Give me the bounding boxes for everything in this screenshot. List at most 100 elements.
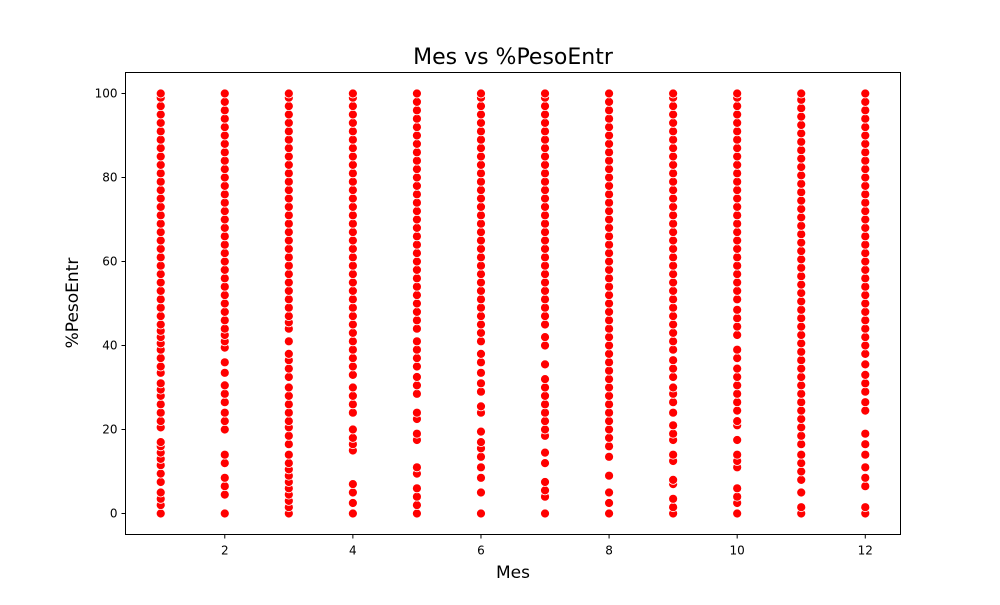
scatter-point (540, 359, 550, 370)
scatter-point (283, 176, 294, 187)
scatter-point (668, 185, 679, 196)
scatter-point (796, 237, 807, 248)
scatter-point (668, 449, 679, 460)
scatter-point (347, 88, 358, 99)
x-tick-label: 12 (858, 544, 873, 558)
scatter-point (347, 118, 358, 128)
scatter-point (219, 97, 230, 107)
plot-frame (125, 72, 901, 535)
scatter-point (155, 378, 166, 389)
scatter-point (476, 210, 486, 221)
y-tick-label: 40 (102, 339, 117, 353)
scatter-point (860, 97, 871, 107)
scatter-point (347, 285, 358, 296)
scatter-point (283, 449, 294, 460)
scatter-point (412, 214, 422, 225)
scatter-point (604, 206, 614, 217)
scatter-point (283, 382, 294, 393)
scatter-point (476, 357, 486, 368)
scatter-point (283, 399, 294, 410)
scatter-point (860, 298, 871, 309)
scatter-point (476, 176, 486, 187)
scatter-point (668, 118, 679, 128)
scatter-point (283, 269, 294, 280)
scatter-point (860, 472, 871, 483)
scatter-point (540, 319, 550, 330)
scatter-point (476, 277, 486, 288)
scatter-point (155, 407, 166, 418)
scatter-point (732, 176, 743, 187)
scatter-point (347, 193, 358, 204)
scatter-point (540, 269, 550, 280)
scatter-point (796, 330, 807, 340)
scatter-point (732, 380, 743, 391)
scatter-point (860, 197, 871, 208)
scatter-point (219, 189, 230, 200)
scatter-point (668, 428, 679, 439)
scatter-point (604, 298, 614, 309)
scatter-point (412, 97, 422, 107)
scatter-point (604, 487, 614, 498)
scatter-point (476, 252, 486, 263)
scatter-point (860, 378, 871, 389)
scatter-point (283, 101, 294, 111)
scatter-point (283, 151, 294, 162)
scatter-point (219, 164, 230, 175)
scatter-point (476, 285, 486, 296)
scatter-point (668, 319, 679, 330)
scatter-point (540, 101, 550, 111)
scatter-point (476, 487, 486, 498)
scatter-point (155, 285, 166, 296)
scatter-point (540, 447, 550, 458)
x-tick-label: 10 (730, 544, 745, 558)
scatter-point (604, 155, 614, 166)
scatter-point (732, 159, 743, 170)
scatter-point (347, 336, 358, 347)
scatter-point (796, 372, 807, 382)
scatter-point (540, 227, 550, 238)
scatter-point (604, 281, 614, 292)
scatter-point (604, 508, 614, 519)
scatter-point (283, 168, 294, 179)
scatter-point (668, 311, 679, 322)
scatter-point (347, 508, 358, 519)
scatter-point (412, 122, 422, 132)
scatter-point (412, 256, 422, 267)
scatter-point (476, 294, 486, 305)
scatter-point (732, 252, 743, 263)
scatter-point (732, 185, 743, 196)
scatter-point (155, 118, 166, 128)
scatter-point (476, 401, 486, 412)
scatter-point (476, 269, 486, 280)
scatter-point (732, 277, 743, 288)
scatter-point (860, 239, 871, 250)
scatter-point (219, 306, 230, 317)
scatter-point (860, 449, 871, 460)
scatter-point (860, 290, 871, 301)
scatter-point (347, 327, 358, 338)
scatter-point (219, 489, 230, 500)
scatter-point (476, 472, 486, 483)
scatter-point (476, 168, 486, 179)
scatter-point (732, 483, 743, 494)
scatter-point (540, 201, 550, 212)
scatter-point (476, 134, 486, 145)
scatter-point (155, 243, 166, 254)
scatter-point (860, 348, 871, 359)
scatter-point (476, 327, 486, 338)
scatter-point (219, 298, 230, 309)
scatter-point (668, 363, 679, 374)
scatter-point (412, 500, 422, 511)
scatter-point (796, 262, 807, 273)
scatter-point (668, 159, 679, 170)
ticks-layer: 2 4 6 8 10 12 0 20 40 60 80 100 (95, 87, 873, 558)
scatter-point (347, 311, 358, 322)
scatter-point (476, 218, 486, 229)
scatter-point (155, 294, 166, 305)
scatter-point (604, 130, 614, 141)
scatter-point (347, 498, 358, 508)
scatter-point (732, 210, 743, 221)
scatter-point (668, 285, 679, 296)
scatter-point (347, 361, 358, 372)
scatter-point (860, 206, 871, 217)
